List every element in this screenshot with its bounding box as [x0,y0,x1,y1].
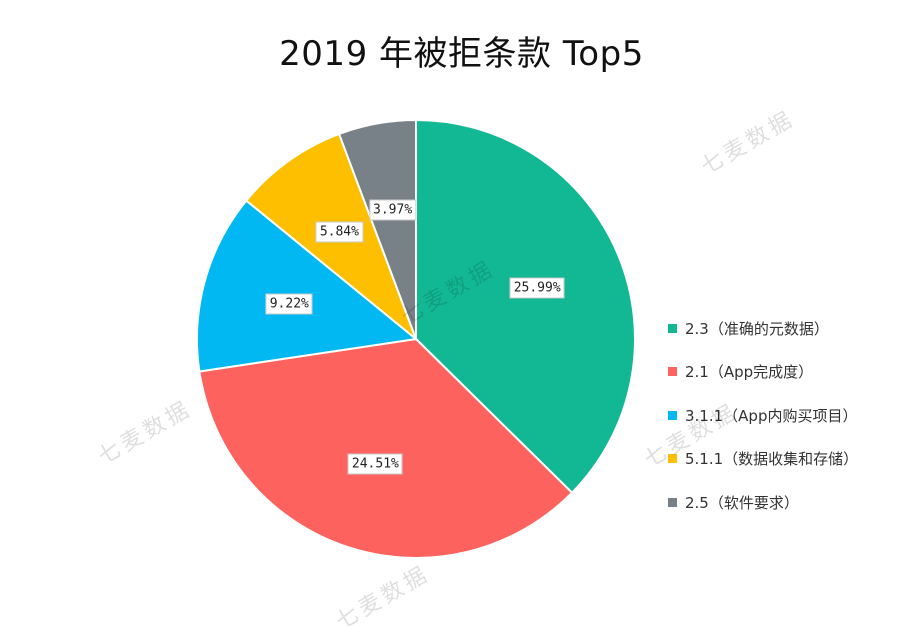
data-label-4: 3.97% [369,199,417,221]
legend-label: 5.1.1（数据收集和存储） [685,450,859,468]
legend-swatch-icon [668,497,677,507]
pie-slice-4 [337,118,417,340]
data-label-0: 25.99% [509,277,565,299]
pie-slice-2 [196,199,419,373]
pie-slice-1 [198,337,574,559]
legend-item: 2.1（App完成度） [668,362,858,382]
legend-swatch-icon [668,323,677,333]
legend-item: 3.1.1（App内购买项目） [668,405,858,425]
legend-swatch-icon [668,410,677,420]
chart-title: 2019 年被拒条款 Top5 [279,34,644,74]
legend-item: 5.1.1（数据收集和存储） [668,449,858,469]
data-label-2: 9.22% [265,293,313,315]
legend-label: 2.1（App完成度） [685,363,814,381]
legend: 2.3（准确的元数据） 2.1（App完成度） 3.1.1（App内购买项目） … [668,318,858,536]
data-label-3: 5.84% [315,221,363,243]
pie-slice-0 [415,118,636,495]
legend-label: 2.5（软件要求） [685,493,799,512]
legend-item: 2.3（准确的元数据） [668,318,858,338]
legend-swatch-icon [668,454,677,463]
legend-swatch-icon [668,367,677,376]
legend-label: 3.1.1（App内购买项目） [685,406,858,425]
legend-item: 2.5（软件要求） [668,492,858,512]
data-label-1: 24.51% [347,453,403,475]
legend-label: 2.3（准确的元数据） [685,319,829,338]
